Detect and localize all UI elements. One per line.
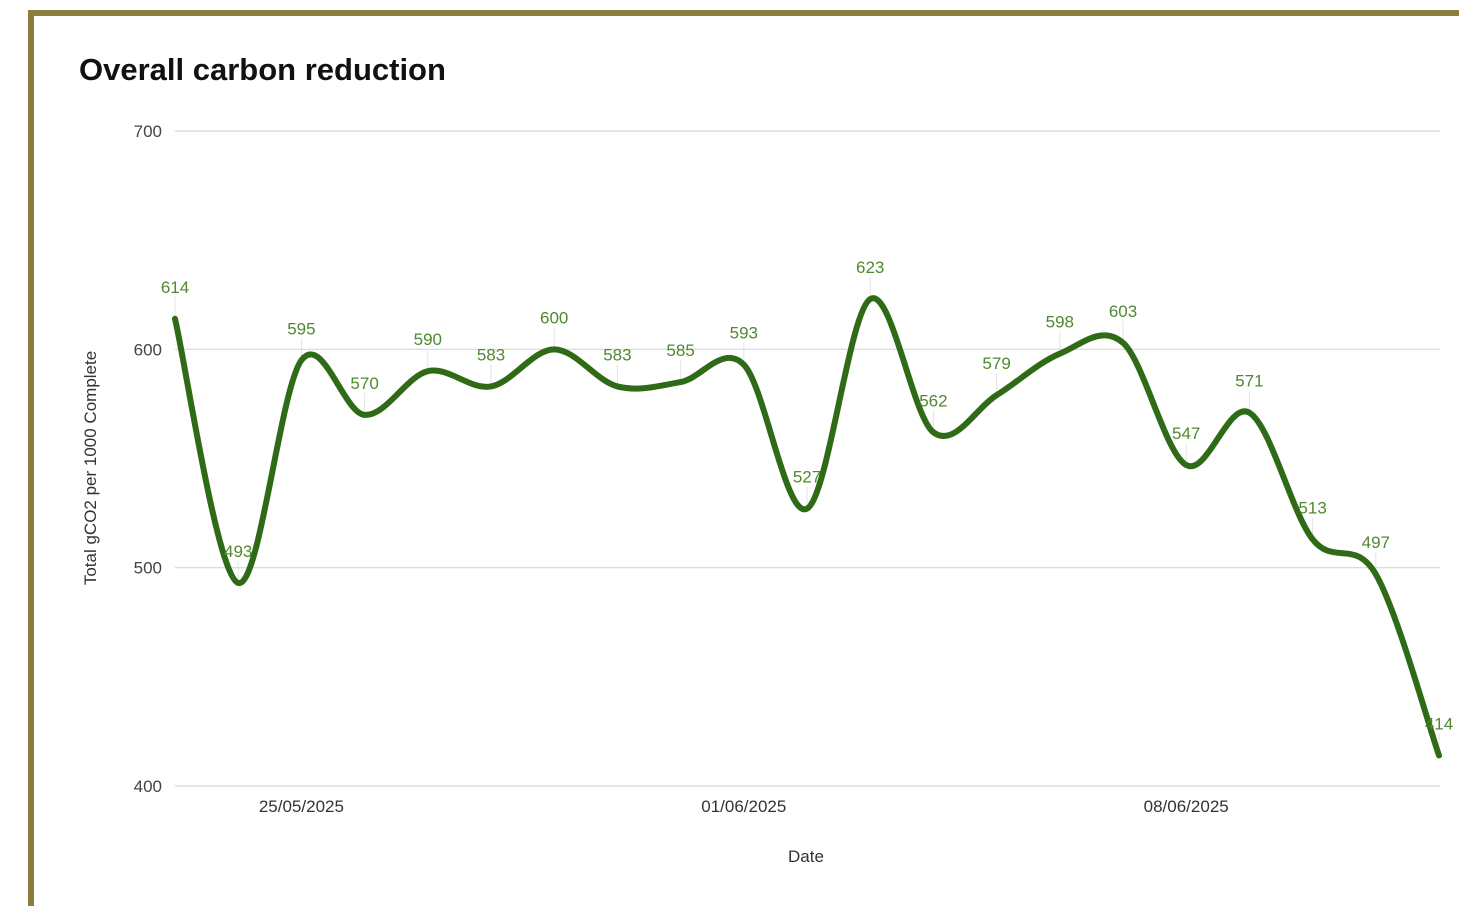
data-labels: 614 493 595 570 590 583 600 583 585 593 527 623 562 5… bbox=[161, 258, 1453, 733]
data-label: 614 bbox=[161, 278, 189, 297]
data-label: 579 bbox=[982, 354, 1010, 373]
data-label: 493 bbox=[224, 542, 252, 561]
data-label: 583 bbox=[477, 345, 505, 364]
data-label: 623 bbox=[856, 258, 884, 277]
data-label: 593 bbox=[730, 324, 758, 343]
data-label: 600 bbox=[540, 308, 568, 327]
y-tick-label: 700 bbox=[134, 122, 162, 141]
gridlines bbox=[175, 130, 1440, 787]
data-label: 598 bbox=[1046, 313, 1074, 332]
data-label: 583 bbox=[603, 345, 631, 364]
data-label: 585 bbox=[666, 341, 694, 360]
data-label: 497 bbox=[1362, 533, 1390, 552]
y-tick-label: 600 bbox=[134, 340, 162, 359]
x-tick-label: 25/05/2025 bbox=[259, 797, 344, 816]
y-axis-title: Total gCO2 per 1000 Complete bbox=[81, 351, 100, 585]
x-axis-title: Date bbox=[788, 847, 824, 866]
x-tick-label: 08/06/2025 bbox=[1144, 797, 1229, 816]
data-label: 571 bbox=[1235, 372, 1263, 391]
chart-title: Overall carbon reduction bbox=[79, 52, 446, 87]
data-label: 513 bbox=[1298, 498, 1326, 517]
x-axis-ticks: 25/05/2025 01/06/2025 08/06/2025 bbox=[259, 797, 1229, 816]
data-label: 562 bbox=[919, 391, 947, 410]
series-line bbox=[172, 295, 1442, 759]
series-layer bbox=[172, 295, 1442, 759]
chart-frame bbox=[28, 10, 1459, 906]
x-tick-label: 01/06/2025 bbox=[701, 797, 786, 816]
data-label: 603 bbox=[1109, 302, 1137, 321]
data-label: 595 bbox=[287, 319, 315, 338]
y-tick-label: 400 bbox=[134, 777, 162, 796]
data-label: 570 bbox=[350, 374, 378, 393]
data-label: 590 bbox=[414, 330, 442, 349]
data-label: 527 bbox=[793, 468, 821, 487]
data-label: 547 bbox=[1172, 424, 1200, 443]
y-axis-ticks: 400 500 600 700 bbox=[134, 122, 162, 796]
data-label: 414 bbox=[1425, 714, 1453, 733]
y-tick-label: 500 bbox=[134, 559, 162, 578]
